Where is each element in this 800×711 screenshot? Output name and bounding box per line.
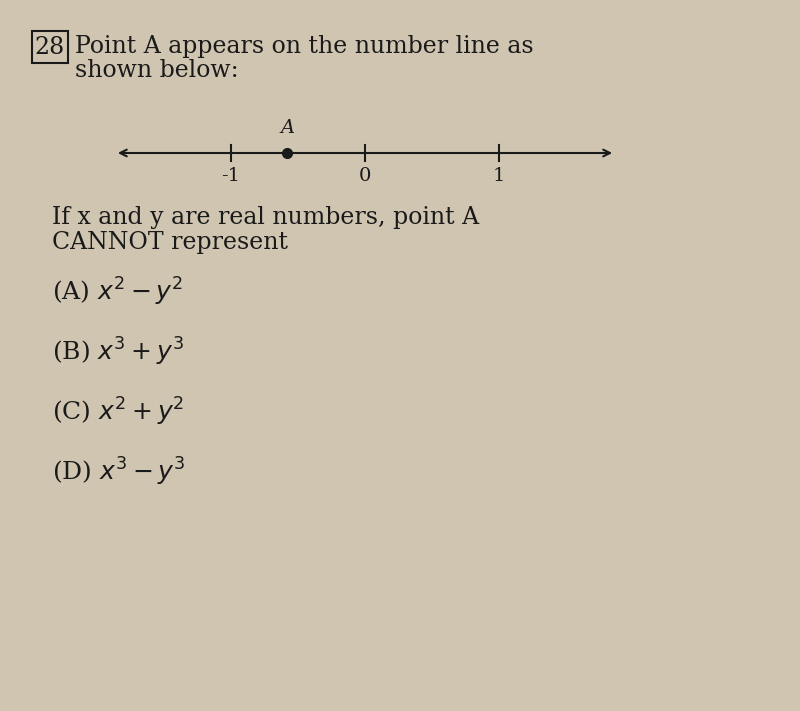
Text: 0: 0	[359, 167, 371, 185]
Text: (B) $x^3 + y^3$: (B) $x^3 + y^3$	[52, 336, 184, 368]
Text: 28: 28	[35, 36, 65, 58]
Text: (C) $x^2 + y^2$: (C) $x^2 + y^2$	[52, 396, 184, 428]
Text: (D) $x^3 - y^3$: (D) $x^3 - y^3$	[52, 456, 186, 488]
Text: -1: -1	[222, 167, 240, 185]
Text: (A) $x^2 - y^2$: (A) $x^2 - y^2$	[52, 276, 183, 308]
Text: shown below:: shown below:	[75, 59, 238, 82]
Text: 1: 1	[493, 167, 506, 185]
Bar	[32, 31, 68, 63]
Text: If x and y are real numbers, point A: If x and y are real numbers, point A	[52, 206, 479, 229]
Text: CANNOT represent: CANNOT represent	[52, 231, 288, 254]
Text: Point A appears on the number line as: Point A appears on the number line as	[75, 35, 534, 58]
Text: A: A	[280, 119, 294, 137]
